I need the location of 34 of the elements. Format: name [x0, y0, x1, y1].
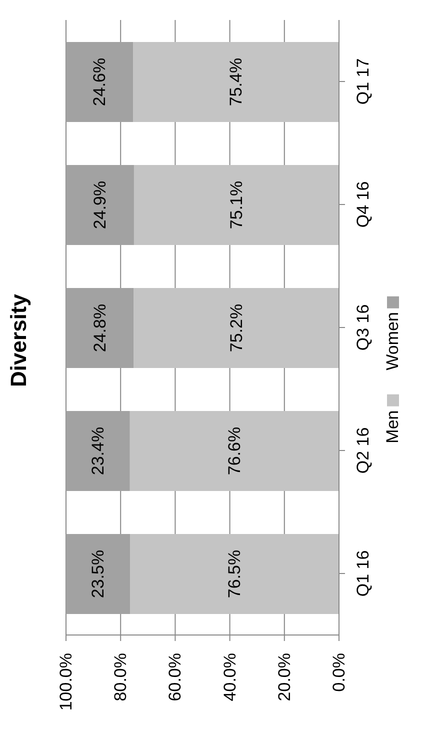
data-label: 24.6%	[90, 58, 110, 106]
data-label: 23.5%	[88, 550, 108, 598]
x-tick-label: 20.0%	[274, 653, 294, 702]
y-tick-label: Q1 17	[354, 58, 372, 105]
bar	[66, 42, 134, 122]
bar	[133, 42, 339, 122]
data-label: 75.1%	[226, 180, 246, 230]
bar	[66, 411, 130, 491]
x-tick-label: 60.0%	[166, 653, 185, 702]
bar	[66, 534, 130, 614]
data-label: 76.6%	[224, 426, 244, 476]
y-tick-label: Q2 16	[354, 427, 372, 474]
y-tick-label: Q1 16	[354, 550, 372, 597]
data-label: 24.9%	[90, 180, 110, 230]
x-tick-label: 40.0%	[220, 653, 240, 702]
x-tick-label: 80.0%	[111, 653, 130, 702]
data-label: 24.8%	[90, 304, 110, 352]
y-tick-label: Q3 16	[354, 304, 372, 351]
bar	[66, 288, 134, 368]
bar	[134, 165, 339, 245]
bar	[130, 534, 339, 614]
legend-label: Men	[383, 410, 403, 444]
legend-label: Women	[383, 312, 403, 371]
data-label: 23.4%	[88, 426, 108, 476]
data-label: 75.2%	[226, 304, 246, 352]
y-tick-label: Q4 16	[354, 181, 372, 228]
bar	[66, 165, 134, 245]
text: Diversity	[6, 294, 32, 386]
x-tick-label: 100.0%	[56, 653, 76, 711]
bar	[134, 288, 339, 368]
data-label: 76.5%	[225, 550, 244, 598]
bar	[130, 411, 339, 491]
x-tick-label: 0.0%	[330, 653, 348, 692]
data-label: 75.4%	[226, 58, 246, 106]
